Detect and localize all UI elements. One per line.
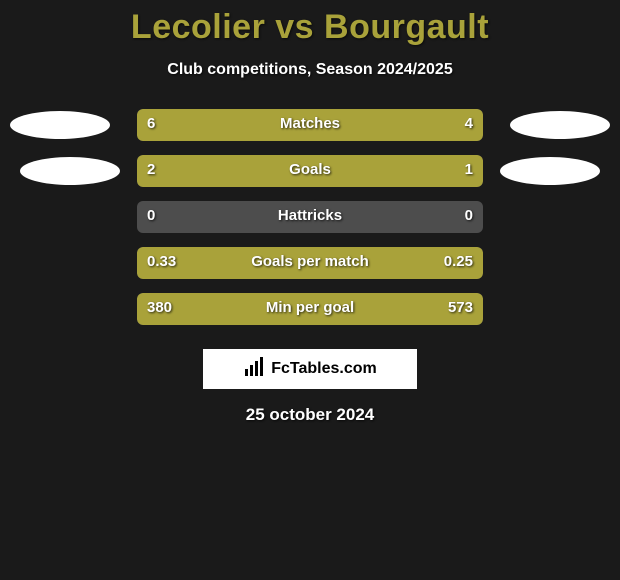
stat-row: 21Goals [0, 155, 620, 201]
player-left-marker [20, 157, 120, 185]
stat-row: 0.330.25Goals per match [0, 247, 620, 293]
stat-row: 0 0Hattricks [0, 201, 620, 247]
brand-badge[interactable]: FcTables.com [203, 349, 417, 389]
comparison-chart: 64Matches21Goals00Hattricks0.330.25Goals… [0, 109, 620, 339]
stat-bar: 0.330.25Goals per match [137, 247, 483, 279]
stat-value-left: 2 [147, 161, 155, 178]
stat-label: Hattricks [137, 207, 483, 224]
player-right-marker [510, 111, 610, 139]
stat-value-left: 6 [147, 115, 155, 132]
stat-value-right: 0.25 [444, 253, 473, 270]
stat-bar-right [345, 109, 483, 141]
stat-row: 380573Min per goal [0, 293, 620, 339]
page-subtitle: Club competitions, Season 2024/2025 [0, 61, 620, 79]
stat-bar: 21Goals [137, 155, 483, 187]
stat-value-left: 380 [147, 299, 172, 316]
stat-value-left: 0 [147, 207, 155, 224]
bar-chart-icon [243, 355, 267, 384]
footer-date: 25 october 2024 [0, 405, 620, 425]
stat-value-right: 4 [465, 115, 473, 132]
page-title: Lecolier vs Bourgault [0, 0, 620, 47]
stat-bar: 0 0Hattricks [137, 201, 483, 233]
stat-value-left: 0.33 [147, 253, 176, 270]
player-left-marker [10, 111, 110, 139]
stat-bar: 380573Min per goal [137, 293, 483, 325]
stat-value-right: 573 [448, 299, 473, 316]
stat-bar-left [137, 109, 345, 141]
brand-text: FcTables.com [271, 360, 377, 378]
player-right-marker [500, 157, 600, 185]
stat-row: 64Matches [0, 109, 620, 155]
stat-bar: 64Matches [137, 109, 483, 141]
stat-value-right: 0 [465, 207, 473, 224]
stat-bar-left [137, 155, 369, 187]
stat-value-right: 1 [465, 161, 473, 178]
